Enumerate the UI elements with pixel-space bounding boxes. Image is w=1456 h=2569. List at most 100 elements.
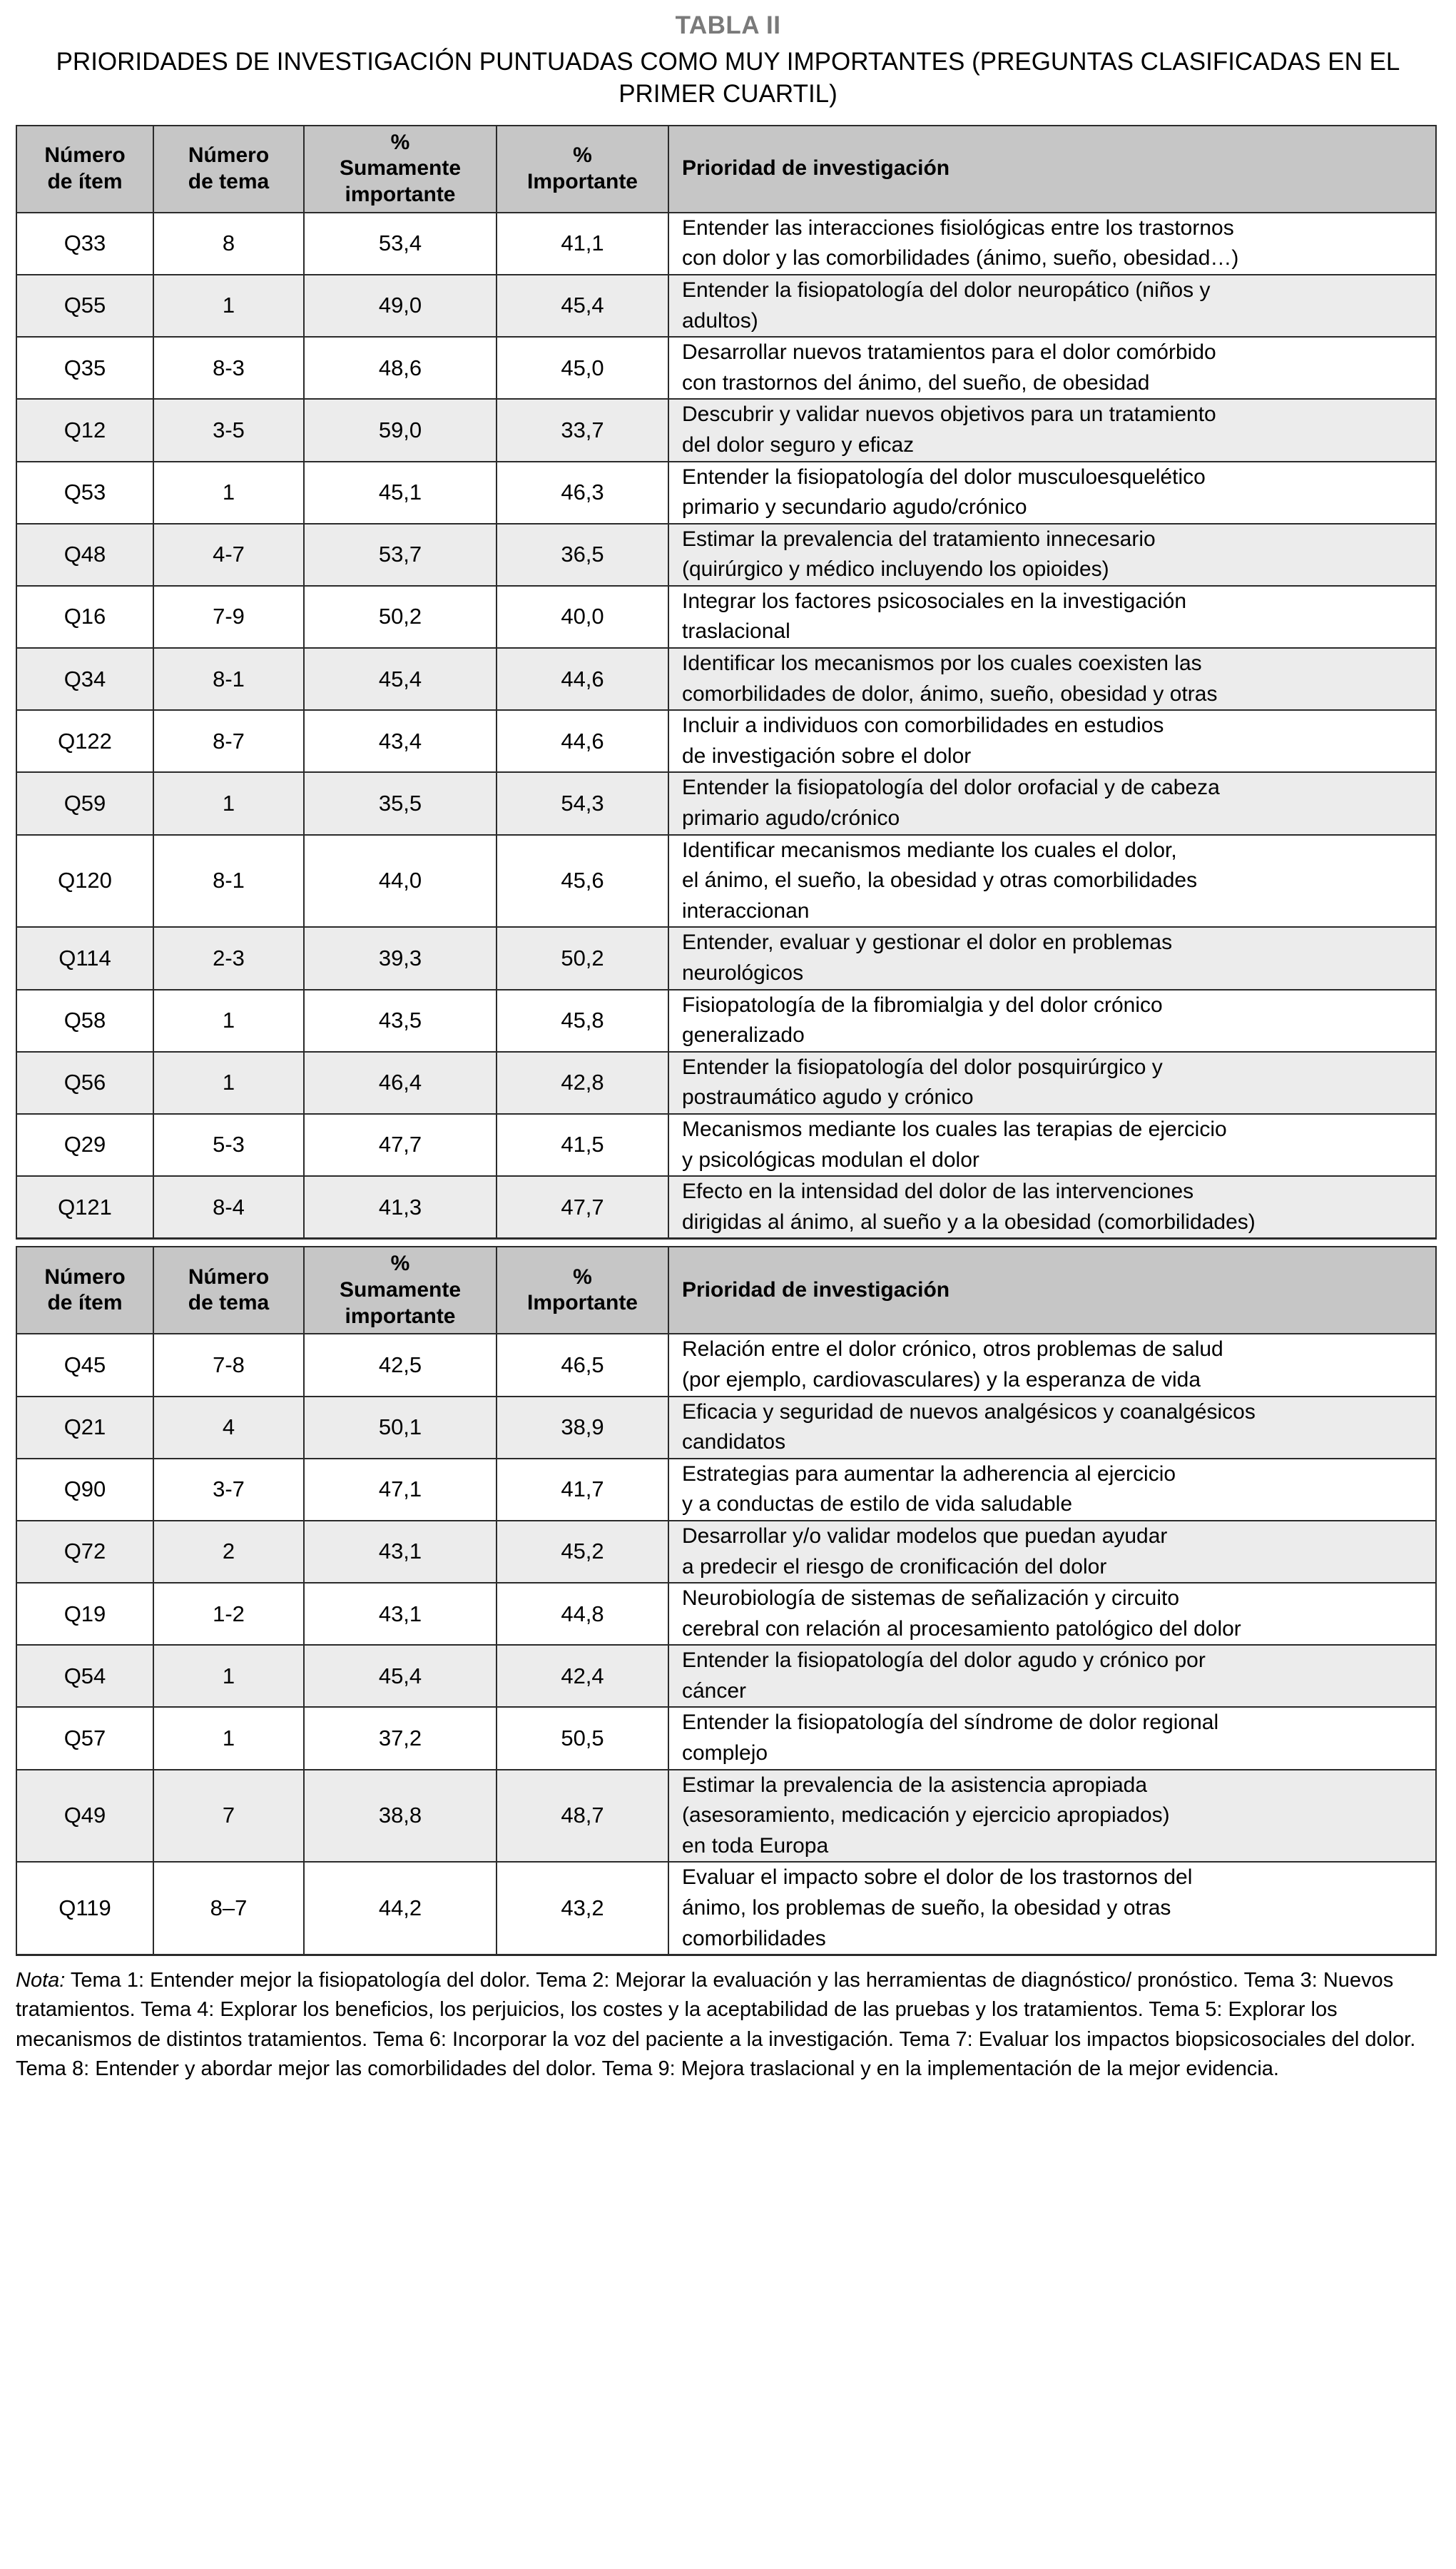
priority-line: Estimar la prevalencia de la asistencia … [682, 1773, 1148, 1797]
cell-pct-importante: 41,5 [496, 1113, 669, 1177]
cell-research-priority: Efecto en la intensidad del dolor de las… [668, 1175, 1437, 1240]
table-row: Q72 2 43,1 45,2 Desarrollar y/o validar mode… [16, 1519, 1437, 1584]
cell-research-priority: Integrar los factores psicosociales en l… [668, 584, 1437, 649]
column-header-tema: Número de tema [153, 1246, 305, 1335]
priority-line: y a conductas de estilo de vida saludabl… [682, 1492, 1073, 1516]
priority-line: adultos) [682, 308, 758, 333]
cell-research-priority: Estrategias para aumentar la adherencia … [668, 1457, 1437, 1521]
table-page: TABLA II PRIORIDADES DE INVESTIGACIÓN PU… [0, 11, 1456, 2098]
table-row: Q55 1 49,0 45,4 Entender la fisiopatología d… [16, 273, 1437, 338]
priority-line: Evaluar el impacto sobre el dolor de los… [682, 1865, 1193, 1890]
cell-research-priority: Entender la fisiopatología del dolor oro… [668, 771, 1437, 836]
header-line: Número [44, 1265, 126, 1289]
cell-theme-number: 2-3 [153, 926, 305, 990]
table-row: Q114 2-3 39,3 50,2 Entender, evaluar y gesti… [16, 926, 1437, 990]
cell-pct-importante: 48,7 [496, 1768, 669, 1863]
header-line: Número [44, 143, 126, 168]
cell-research-priority: Estimar la prevalencia del tratamiento i… [668, 522, 1437, 587]
table-row: Q119 8–7 44,2 43,2 Evaluar el impacto sobre … [16, 1861, 1437, 1957]
cell-research-priority: Identificar los mecanismos por los cuale… [668, 647, 1437, 711]
header-row: Número de ítem Número de tema % Sumament… [16, 1246, 1437, 1335]
cell-item-number: Q53 [16, 460, 154, 525]
priority-line: ánimo, los problemas de sueño, la obesid… [682, 1896, 1171, 1920]
cell-pct-sumamente-importante: 42,5 [303, 1333, 497, 1397]
priority-line: Entender la fisiopatología del dolor agu… [682, 1648, 1206, 1673]
cell-pct-sumamente-importante: 41,3 [303, 1175, 497, 1240]
cell-item-number: Q120 [16, 833, 154, 928]
cell-research-priority: Descubrir y validar nuevos objetivos par… [668, 398, 1437, 462]
cell-pct-sumamente-importante: 44,0 [303, 833, 497, 928]
header-line: importante [345, 183, 456, 207]
header-line: Importante [526, 1291, 638, 1315]
cell-pct-sumamente-importante: 47,7 [303, 1113, 497, 1177]
priority-line: candidatos [682, 1430, 786, 1454]
cell-theme-number: 8–7 [153, 1861, 305, 1957]
header-line: importante [345, 1304, 456, 1328]
priority-line: Identificar los mecanismos por los cuale… [682, 652, 1202, 676]
priority-line: generalizado [682, 1023, 805, 1048]
cell-research-priority: Entender la fisiopatología del dolor mus… [668, 460, 1437, 525]
cell-research-priority: Eficacia y seguridad de nuevos analgésic… [668, 1395, 1437, 1459]
cell-pct-sumamente-importante: 35,5 [303, 771, 497, 836]
cell-theme-number: 2 [153, 1519, 305, 1584]
priority-line: neurológicos [682, 961, 804, 985]
table-row: Q54 1 45,4 42,4 Entender la fisiopatología d… [16, 1644, 1437, 1708]
priority-line: traslacional [682, 619, 790, 644]
cell-theme-number: 1 [153, 460, 305, 525]
cell-pct-importante: 42,4 [496, 1644, 669, 1708]
cell-pct-importante: 44,6 [496, 647, 669, 711]
cell-pct-importante: 45,6 [496, 833, 669, 928]
table-row: Q53 1 45,1 46,3 Entender la fisiopatología d… [16, 460, 1437, 525]
cell-pct-importante: 47,7 [496, 1175, 669, 1240]
priority-line: de investigación sobre el dolor [682, 744, 972, 768]
cell-research-priority: Entender la fisiopatología del dolor neu… [668, 273, 1437, 338]
table-row: Q90 3-7 47,1 41,7 Estrategias para aumentar … [16, 1457, 1437, 1521]
cell-pct-importante: 45,0 [496, 336, 669, 400]
table-row: Q48 4-7 53,7 36,5 Estimar la prevalencia del… [16, 522, 1437, 587]
cell-theme-number: 4-7 [153, 522, 305, 587]
cell-pct-importante: 50,5 [496, 1706, 669, 1770]
cell-pct-sumamente-importante: 37,2 [303, 1706, 497, 1770]
table-row: Q57 1 37,2 50,5 Entender la fisiopatología d… [16, 1706, 1437, 1770]
cell-theme-number: 7-9 [153, 584, 305, 649]
priority-line: Estrategias para aumentar la adherencia … [682, 1461, 1176, 1486]
table-row: Q120 8-1 44,0 45,6 Identificar mecanismos me… [16, 833, 1437, 928]
priorities-table-part-1: Número de ítem Número de tema % Sumament… [16, 124, 1437, 1240]
cell-item-number: Q45 [16, 1333, 154, 1397]
cell-research-priority: Neurobiología de sistemas de señalizació… [668, 1582, 1437, 1646]
cell-theme-number: 1 [153, 1644, 305, 1708]
cell-pct-importante: 44,6 [496, 709, 669, 774]
priority-line: Estimar la prevalencia del tratamiento i… [682, 527, 1156, 551]
table-number: TABLA II [675, 11, 781, 39]
cell-pct-sumamente-importante: 59,0 [303, 398, 497, 462]
note-text: Tema 1: Entender mejor la fisiopatología… [16, 1969, 1416, 2080]
priority-line: complejo [682, 1741, 768, 1765]
priority-line: Entender las interacciones fisiológicas … [682, 216, 1234, 240]
table-row: Q59 1 35,5 54,3 Entender la fisiopatología d… [16, 771, 1437, 836]
table-container: Número de ítem Número de tema % Sumament… [0, 124, 1456, 1957]
priority-line: Entender la fisiopatología del dolor mus… [682, 465, 1206, 489]
cell-item-number: Q72 [16, 1519, 154, 1584]
cell-pct-sumamente-importante: 38,8 [303, 1768, 497, 1863]
cell-pct-importante: 41,1 [496, 211, 669, 275]
column-header-item: Número de ítem [16, 1246, 154, 1335]
table-row: Q35 8-3 48,6 45,0 Desarrollar nuevos tratami… [16, 336, 1437, 400]
header-line: % [390, 130, 410, 154]
column-header-importante: % Importante [496, 124, 669, 213]
cell-item-number: Q58 [16, 988, 154, 1053]
cell-item-number: Q119 [16, 1861, 154, 1957]
cell-item-number: Q48 [16, 522, 154, 587]
cell-theme-number: 1 [153, 1706, 305, 1770]
cell-theme-number: 1-2 [153, 1582, 305, 1646]
table-row: Q121 8-4 41,3 47,7 Efecto en la intensidad d… [16, 1175, 1437, 1240]
cell-theme-number: 4 [153, 1395, 305, 1459]
priority-line: primario agudo/crónico [682, 806, 900, 831]
table-row: Q122 8-7 43,4 44,6 Incluir a individuos con … [16, 709, 1437, 774]
cell-theme-number: 8-4 [153, 1175, 305, 1240]
priorities-table-part-2: Número de ítem Número de tema % Sumament… [16, 1246, 1437, 1957]
table-row: Q56 1 46,4 42,8 Entender la fisiopatología d… [16, 1050, 1437, 1115]
column-header-item: Número de ítem [16, 124, 154, 213]
table-row: Q29 5-3 47,7 41,5 Mecanismos mediante los cu… [16, 1113, 1437, 1177]
priority-line: Mecanismos mediante los cuales las terap… [682, 1117, 1227, 1141]
table-note: Nota: Tema 1: Entender mejor la fisiopat… [0, 1956, 1456, 2098]
